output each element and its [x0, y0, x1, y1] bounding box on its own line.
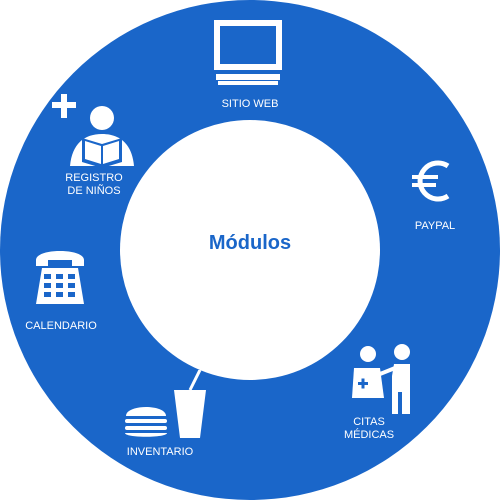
- module-label: PAYPAL: [414, 220, 456, 232]
- module-calendario[interactable]: CALENDARIO: [18, 246, 108, 336]
- module-paypal[interactable]: PAYPAL: [398, 158, 478, 238]
- module-inventario[interactable]: INVENTARIO: [112, 370, 212, 470]
- burger-drink-icon: [125, 370, 206, 438]
- module-registro-de-ninos[interactable]: REGISTRO DE NIÑOS: [46, 94, 146, 204]
- module-sitio-web[interactable]: SITIO WEB: [200, 18, 300, 118]
- module-label-line1: REGISTRO: [65, 172, 123, 184]
- module-label-line2: MÉDICAS: [343, 429, 395, 441]
- module-label: INVENTARIO: [126, 446, 194, 458]
- module-label-line1: CITAS: [353, 416, 385, 428]
- module-label: SITIO WEB: [221, 98, 279, 110]
- center-title: Módulos: [208, 232, 292, 254]
- computer-monitor-icon: [214, 20, 282, 85]
- center-circle: [120, 120, 380, 380]
- telephone-icon: [36, 251, 84, 304]
- euro-icon: [412, 160, 450, 202]
- module-citas-medicas[interactable]: CITAS MÉDICAS: [330, 340, 430, 450]
- child-reading-icon: [52, 94, 134, 168]
- module-label: CALENDARIO: [25, 320, 97, 332]
- doctor-patient-icon: [352, 344, 410, 414]
- module-label-line2: DE NIÑOS: [67, 185, 121, 197]
